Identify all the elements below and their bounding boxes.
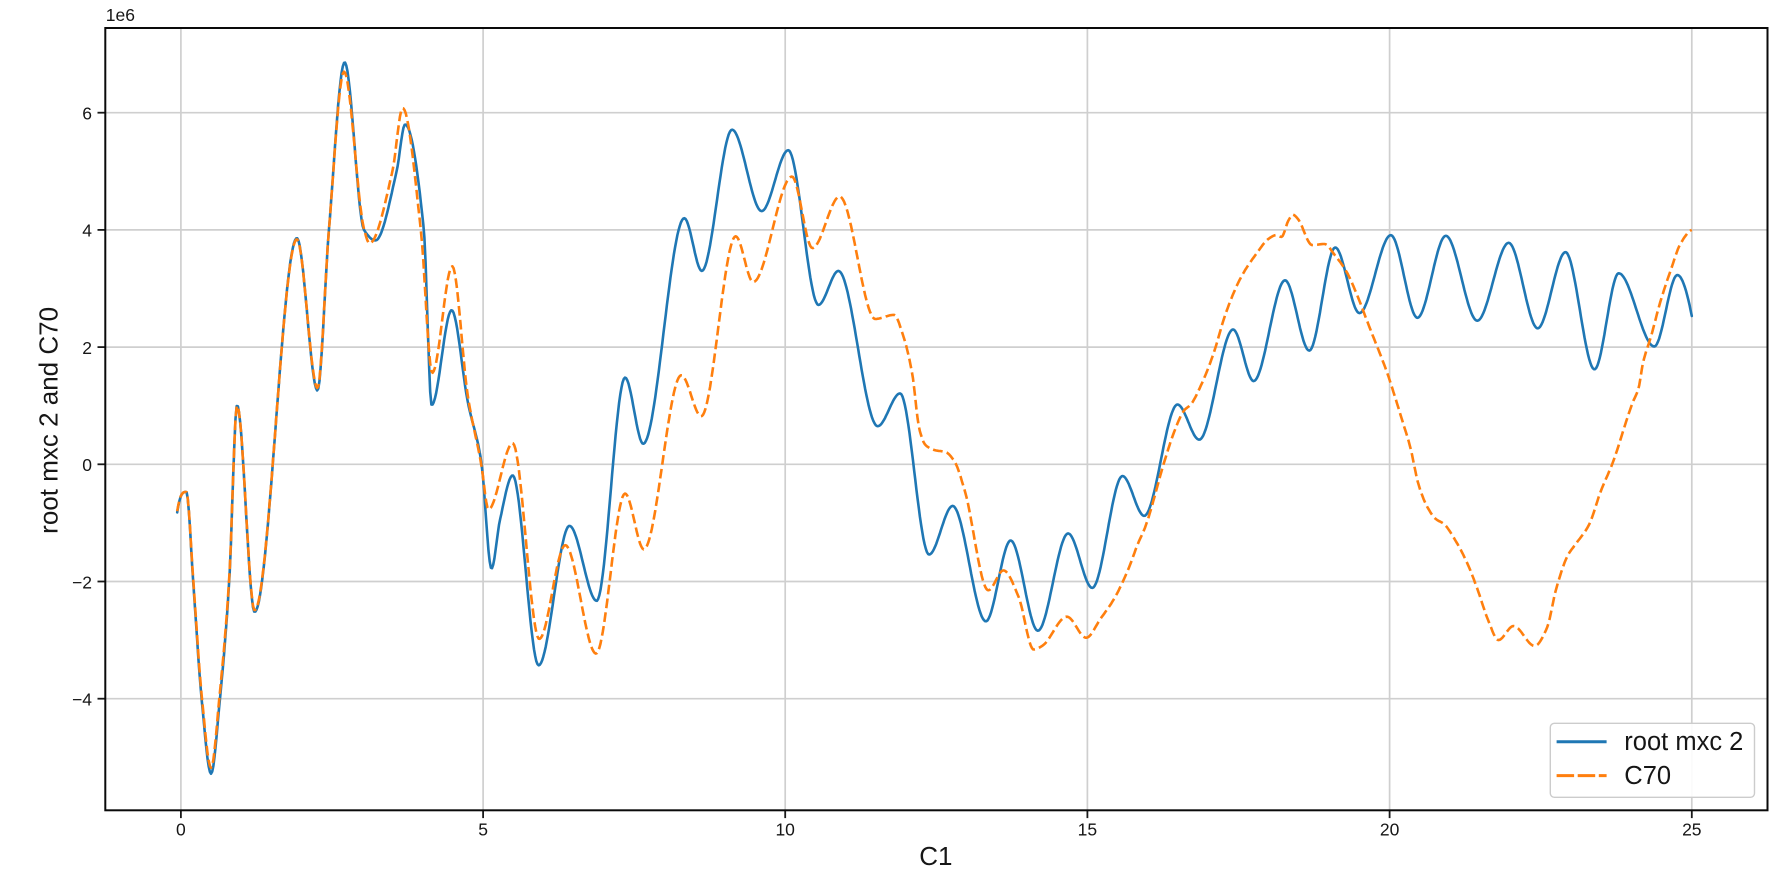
svg-text:1e6: 1e6 [106, 5, 135, 25]
svg-text:2: 2 [82, 338, 92, 358]
svg-text:root mxc 2: root mxc 2 [1624, 728, 1743, 756]
svg-text:C70: C70 [1624, 762, 1671, 790]
svg-text:0: 0 [176, 819, 186, 839]
svg-text:C1: C1 [919, 841, 952, 871]
svg-text:25: 25 [1682, 819, 1701, 839]
svg-text:6: 6 [82, 104, 92, 124]
svg-text:0: 0 [82, 455, 92, 475]
svg-text:root mxc 2 and C70: root mxc 2 and C70 [34, 307, 64, 534]
svg-text:15: 15 [1078, 819, 1097, 839]
svg-text:5: 5 [478, 819, 488, 839]
svg-text:−2: −2 [72, 572, 92, 592]
svg-text:10: 10 [775, 819, 795, 839]
svg-text:20: 20 [1380, 819, 1400, 839]
svg-text:−4: −4 [72, 690, 92, 710]
svg-text:4: 4 [82, 221, 92, 241]
